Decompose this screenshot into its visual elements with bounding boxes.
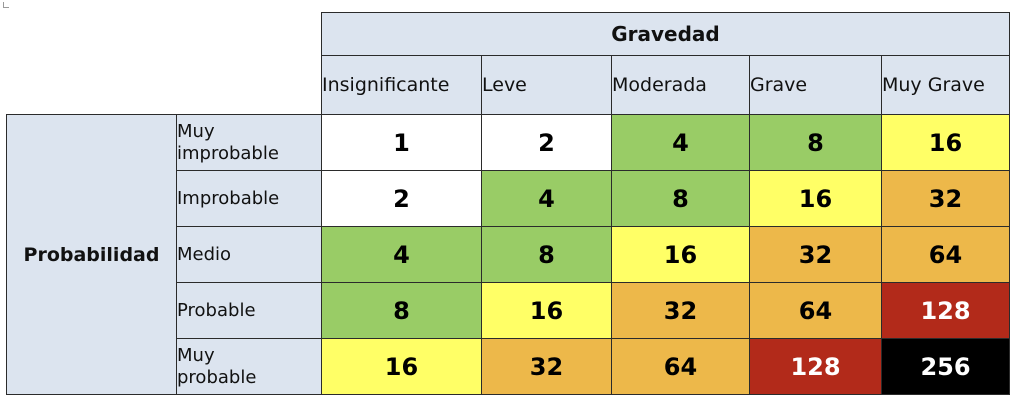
header-row-severity: Gravedad [6,12,1010,56]
matrix-cell: 128 [749,338,882,395]
col-header-grave: Grave [749,55,882,115]
matrix-cell: 32 [481,338,612,395]
matrix-cell: 1 [321,114,482,171]
probability-header: Probabilidad [6,114,177,395]
row-header-improbable: Improbable [176,170,322,227]
matrix-cell: 64 [749,282,882,339]
table-row-muy-probable: Muy probable 16 32 64 128 256 [7,338,1010,395]
corner-mark [3,2,9,8]
matrix-cell: 16 [749,170,882,227]
row-header-probable: Probable [176,282,322,339]
matrix-cell: 4 [611,114,750,171]
row-header-muy-probable: Muy probable [176,338,322,395]
header-row-columns: Insignificante Leve Moderada Grave Muy G… [6,55,1010,115]
matrix-cell: 8 [749,114,882,171]
matrix-cell: 64 [881,226,1010,283]
matrix-cell: 8 [481,226,612,283]
row-label-line: improbable [177,142,279,164]
matrix-cell: 16 [321,338,482,395]
col-header-moderada: Moderada [611,55,750,115]
row-label-line: Muy [177,344,215,366]
matrix-cell: 32 [749,226,882,283]
matrix-cell: 8 [611,170,750,227]
col-header-insignificante: Insignificante [321,55,482,115]
matrix-cell: 8 [321,282,482,339]
row-label-line: Muy [177,120,215,142]
matrix-cell: 64 [611,338,750,395]
matrix-cell: 4 [481,170,612,227]
col-header-leve: Leve [481,55,612,115]
matrix-cell: 2 [321,170,482,227]
matrix-cell: 4 [321,226,482,283]
table-row-medio: Medio 4 8 16 32 64 [7,226,1010,283]
row-header-medio: Medio [176,226,322,283]
matrix-cell: 16 [881,114,1010,171]
row-header-muy-improbable: Muy improbable [176,114,322,171]
matrix-cell: 32 [611,282,750,339]
table-row-muy-improbable: Probabilidad Muy improbable 1 2 4 8 16 [6,114,1010,395]
matrix-cell: 2 [481,114,612,171]
table-row-probable: Probable 8 16 32 64 128 [7,282,1010,339]
corner-blank [6,12,322,56]
table-row-improbable: Improbable 2 4 8 16 32 [7,170,1010,227]
matrix-cell: 32 [881,170,1010,227]
matrix-cell: 128 [881,282,1010,339]
row-label-line: probable [177,366,257,388]
matrix-cell: 256 [881,338,1010,395]
matrix-cell: 16 [481,282,612,339]
corner-blank-2 [6,55,322,115]
severity-header: Gravedad [321,12,1010,56]
matrix-cell: 16 [611,226,750,283]
col-header-muy-grave: Muy Grave [881,55,1010,115]
risk-matrix-table: Gravedad Insignificante Leve Moderada Gr… [6,12,1010,395]
